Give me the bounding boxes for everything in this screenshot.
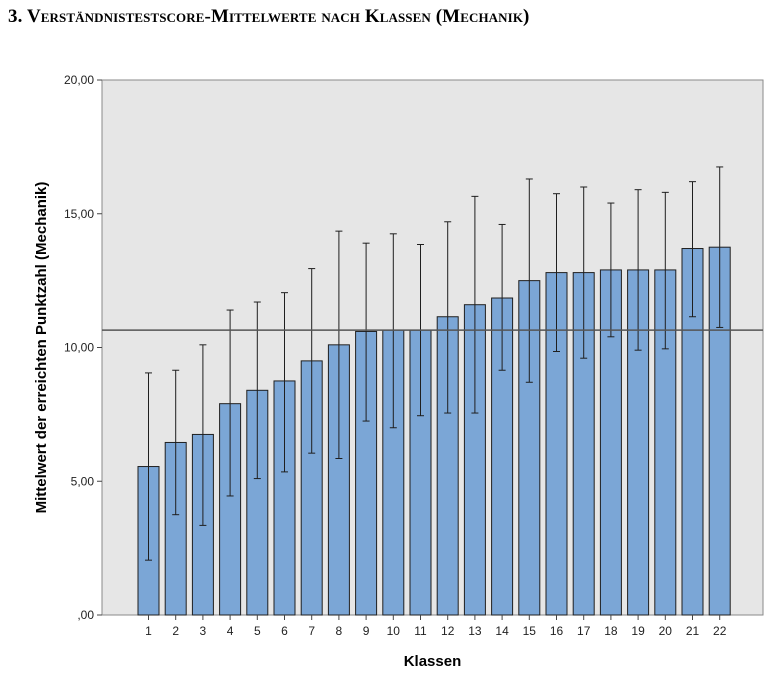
page-heading: 3. Verständnistestscore-Mittelwerte nach… — [8, 6, 530, 27]
error-bar-12 — [444, 221, 452, 414]
y-axis-title: Mittelwert der erreichten Punktzahl (Mec… — [33, 182, 50, 514]
error-bar-18 — [607, 202, 615, 338]
error-bar-19 — [634, 189, 642, 351]
error-bar-6 — [281, 292, 288, 473]
x-tick-label: 22 — [713, 624, 727, 638]
x-tick-label: 11 — [414, 624, 427, 638]
error-bars-group — [145, 166, 724, 561]
x-tick-label: 4 — [227, 624, 234, 638]
y-tick-label: 15,00 — [64, 207, 94, 221]
x-tick-label: 19 — [631, 624, 645, 638]
error-bar-4 — [226, 309, 234, 497]
y-tick-label: 10,00 — [64, 341, 94, 355]
error-bar-20 — [661, 191, 669, 350]
error-bar-3 — [199, 344, 207, 526]
x-tick-label: 17 — [577, 624, 591, 638]
x-tick-label: 20 — [659, 624, 673, 638]
y-tick-label: 20,00 — [64, 73, 94, 87]
x-tick-label: 12 — [441, 624, 455, 638]
error-bar-5 — [253, 301, 261, 480]
x-axis-title: Klassen — [404, 653, 462, 670]
error-bar-7 — [308, 268, 316, 454]
x-axis: 1 2 3 4 5 6 7 8 9 10 11 12 13 14 15 16 17 18 19 20 21 22 — [145, 615, 727, 638]
y-tick-label: ,00 — [77, 608, 94, 622]
x-tick-label: 9 — [363, 624, 370, 638]
error-bar-1 — [145, 372, 152, 561]
x-tick-label: 3 — [200, 624, 207, 638]
error-bar-22 — [716, 166, 724, 328]
x-tick-label: 14 — [495, 624, 509, 638]
error-bar-8 — [335, 230, 343, 460]
x-tick-label: 1 — [145, 624, 152, 638]
error-bar-21 — [689, 181, 696, 318]
error-bar-9 — [362, 242, 370, 422]
bars-group — [137, 246, 731, 616]
x-tick-label: 21 — [686, 624, 700, 638]
error-bar-2 — [172, 369, 180, 516]
error-bar-16 — [553, 193, 560, 353]
x-tick-label: 15 — [523, 624, 537, 638]
x-tick-label: 16 — [550, 624, 564, 638]
x-tick-label: 5 — [254, 624, 261, 638]
error-bar-14 — [498, 223, 506, 371]
x-tick-label: 6 — [281, 624, 288, 638]
x-tick-label: 2 — [172, 624, 179, 638]
error-bar-13 — [471, 195, 479, 414]
x-tick-label: 8 — [336, 624, 343, 638]
y-tick-label: 5,00 — [71, 474, 95, 488]
x-tick-label: 13 — [468, 624, 482, 638]
error-bar-15 — [525, 178, 533, 383]
x-tick-label: 7 — [308, 624, 315, 638]
x-tick-label: 10 — [387, 624, 401, 638]
x-tick-label: 18 — [604, 624, 618, 638]
y-axis: ,00 5,00 10,00 15,00 20,00 — [64, 73, 102, 622]
